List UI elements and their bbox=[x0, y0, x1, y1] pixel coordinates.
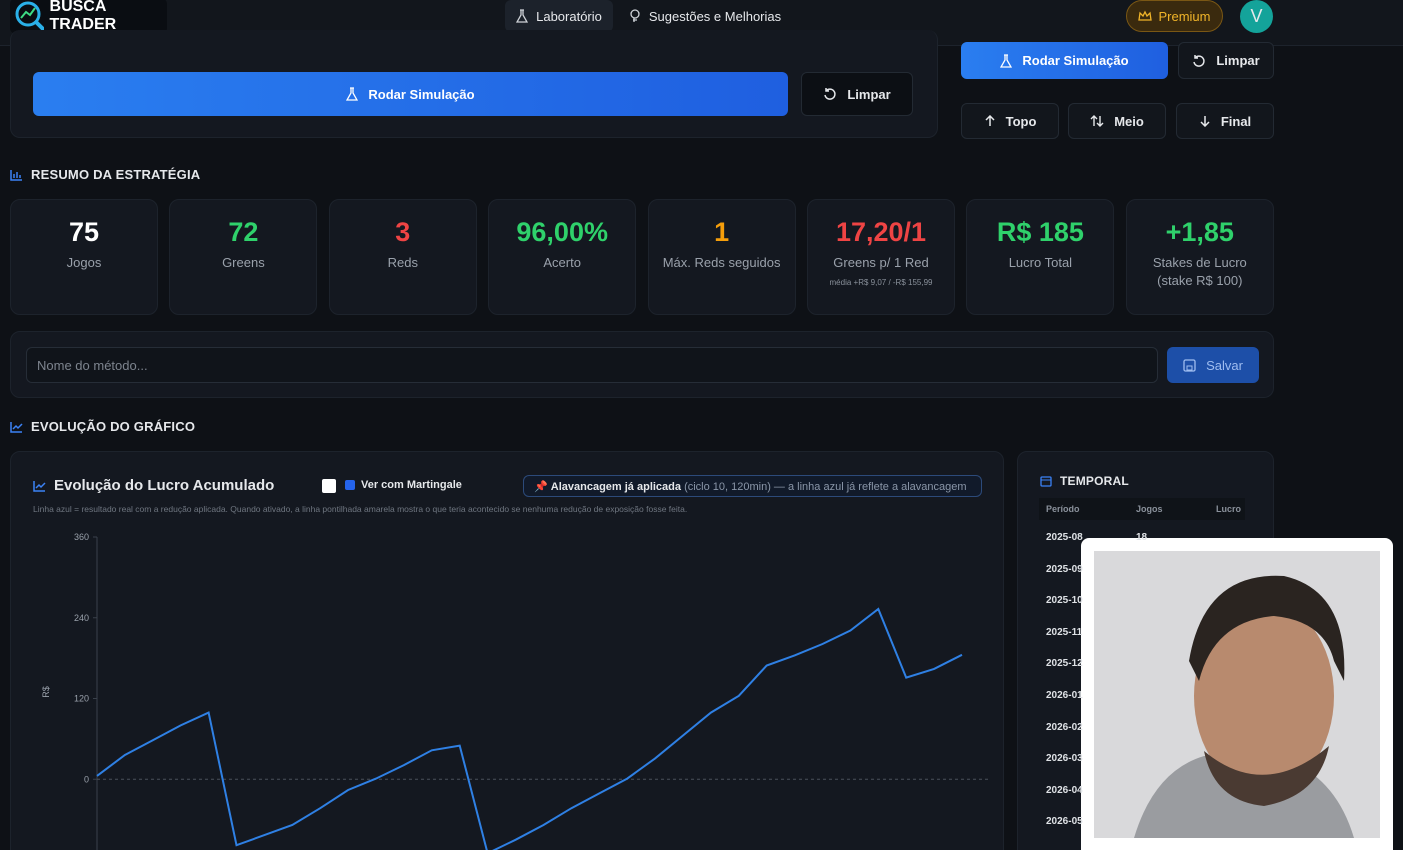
table-cell: 2026-04 bbox=[1046, 784, 1083, 796]
table-cell: 18 bbox=[1136, 532, 1148, 543]
temporal-heading-text: TEMPORAL bbox=[1060, 474, 1129, 488]
table-header-cell: Lucro bbox=[1216, 504, 1242, 514]
stat-card: R$ 185 Lucro Total bbox=[966, 199, 1115, 315]
top-text: Topo bbox=[1005, 113, 1037, 129]
stat-card: 96,00% Acerto bbox=[488, 199, 637, 315]
toggle-text: Ver com Martingale bbox=[361, 479, 462, 491]
end-text: Final bbox=[1220, 113, 1252, 129]
stat-label: Stakes de Lucro (stake R$ 100) bbox=[1152, 255, 1247, 288]
chart-note: Linha azul = resultado real com a reduçã… bbox=[33, 504, 688, 514]
table-cell: 2026-02 bbox=[1046, 721, 1083, 733]
chart: 360 240 120 0 R$ bbox=[41, 532, 990, 850]
y-axis-label: R$ bbox=[41, 686, 51, 698]
stat-label: Lucro Total bbox=[1008, 255, 1073, 270]
brand: BUSCA TRADER bbox=[49, 0, 117, 33]
stat-value: 1 bbox=[714, 217, 730, 247]
save-button[interactable]: Salvar bbox=[1167, 347, 1259, 383]
badge-text: Alavancagem já aplicada bbox=[550, 481, 681, 493]
table-cell: 2025-12 bbox=[1046, 658, 1083, 670]
y-tick-label: 240 bbox=[74, 613, 89, 623]
stat-label: Greens bbox=[222, 255, 265, 270]
nav-link[interactable]: Laboratório bbox=[505, 0, 613, 32]
stat-card: 75 Jogos bbox=[10, 199, 158, 315]
stat-label: Jogos bbox=[66, 255, 102, 270]
stat-card: +1,85 Stakes de Lucro (stake R$ 100) bbox=[1125, 199, 1274, 315]
stat-label: Acerto bbox=[543, 255, 581, 270]
chart-title: Evolução do Lucro Acumulado bbox=[33, 477, 274, 494]
profit-line bbox=[96, 607, 963, 850]
stat-value: R$ 185 bbox=[996, 217, 1084, 247]
clear-text: Limpar bbox=[847, 86, 891, 102]
table-cell: 2025-10 bbox=[1046, 595, 1083, 607]
save-text: Salvar bbox=[1206, 357, 1243, 373]
section-heading: RESUMO DA ESTRATÉGIA bbox=[10, 167, 200, 182]
side-clear-text: Limpar bbox=[1216, 53, 1260, 68]
checkbox[interactable] bbox=[322, 479, 336, 493]
stat-card: 1 Máx. Reds seguidos bbox=[647, 199, 796, 315]
chart-panel bbox=[10, 451, 1004, 850]
badge-detail: (ciclo 10, 120min) — a linha azul já ref… bbox=[684, 481, 967, 493]
stat-label: Máx. Reds seguidos bbox=[662, 255, 781, 270]
stat-value: 17,20/1 bbox=[835, 217, 927, 247]
run-button[interactable]: Rodar Simulação bbox=[33, 72, 788, 116]
table-cell: 2026-03 bbox=[1046, 753, 1083, 765]
nav-link-text: Sugestões e Melhorias bbox=[648, 8, 782, 24]
premium-button[interactable]: Premium bbox=[1126, 0, 1223, 32]
leverage-badge: 📌 Alavancagem já aplicada (ciclo 10, 120… bbox=[523, 475, 982, 497]
nav-link[interactable]: Sugestões e Melhorias bbox=[622, 0, 788, 32]
webcam-video bbox=[1094, 551, 1380, 838]
y-tick-label: 360 bbox=[74, 532, 89, 542]
y-tick-label: 0 bbox=[84, 774, 89, 784]
stat-card: 3 Reds bbox=[328, 199, 477, 315]
table-cell: 2025-09 bbox=[1046, 563, 1083, 575]
logo-icon bbox=[15, 1, 44, 32]
nav-link-text: Laboratório bbox=[536, 8, 602, 24]
side-run-button[interactable]: Rodar Simulação bbox=[961, 42, 1168, 79]
stat-card: 17,20/1 Greens p/ 1 Red média +R$ 9,07 / -… bbox=[807, 199, 955, 315]
section-heading-text: RESUMO DA ESTRATÉGIA bbox=[31, 167, 201, 182]
webcam-overlay bbox=[1081, 538, 1393, 850]
table-header-cell: Período bbox=[1046, 504, 1080, 514]
stat-value: 75 bbox=[68, 217, 100, 247]
logo[interactable]: BUSCA TRADER bbox=[10, 0, 167, 34]
table-cell: 2025-08 bbox=[1046, 532, 1083, 543]
chart-title-text: Evolução do Lucro Acumulado bbox=[54, 477, 275, 494]
avatar[interactable]: V bbox=[1240, 0, 1273, 33]
end-button[interactable]: Final bbox=[1176, 103, 1274, 139]
middle-text: Meio bbox=[1114, 113, 1144, 129]
section-heading-text: EVOLUÇÃO DO GRÁFICO bbox=[31, 419, 196, 434]
side-clear-button[interactable]: Limpar bbox=[1178, 42, 1274, 79]
placeholder: Nome do método... bbox=[37, 358, 148, 373]
table-header-cell: Jogos bbox=[1136, 504, 1163, 514]
table-cell: 2026-01 bbox=[1046, 690, 1083, 701]
table-cell: 2025-11 bbox=[1046, 626, 1083, 638]
section-heading: EVOLUÇÃO DO GRÁFICO bbox=[10, 419, 195, 434]
stat-value: 72 bbox=[228, 217, 259, 247]
middle-button[interactable]: Meio bbox=[1068, 103, 1166, 139]
stat-card: 72 Greens bbox=[169, 199, 318, 315]
stat-value: +1,85 bbox=[1165, 217, 1234, 247]
stat-value: 96,00% bbox=[516, 217, 608, 247]
table-header bbox=[1039, 498, 1245, 520]
stat-note: média +R$ 9,07 / -R$ 155,99 bbox=[829, 278, 933, 287]
side-run-text: Rodar Simulação bbox=[1022, 53, 1129, 68]
table-cell: 2026-05 bbox=[1046, 816, 1083, 828]
martingale-toggle[interactable]: Ver com Martingale bbox=[345, 479, 462, 491]
stat-label: Greens p/ 1 Red bbox=[833, 255, 929, 270]
temporal-heading: TEMPORAL bbox=[1040, 474, 1129, 488]
y-tick-label: 120 bbox=[74, 694, 89, 704]
premium-text: Premium bbox=[1158, 8, 1211, 24]
top-button[interactable]: Topo bbox=[961, 103, 1059, 139]
stat-label: Reds bbox=[387, 255, 418, 270]
clear-button[interactable]: Limpar bbox=[801, 72, 913, 116]
stat-value: 3 bbox=[395, 217, 411, 247]
method-input[interactable]: Nome do método... bbox=[26, 347, 1158, 383]
avatar-letter: V bbox=[1250, 6, 1263, 26]
run-text: Rodar Simulação bbox=[368, 86, 475, 102]
